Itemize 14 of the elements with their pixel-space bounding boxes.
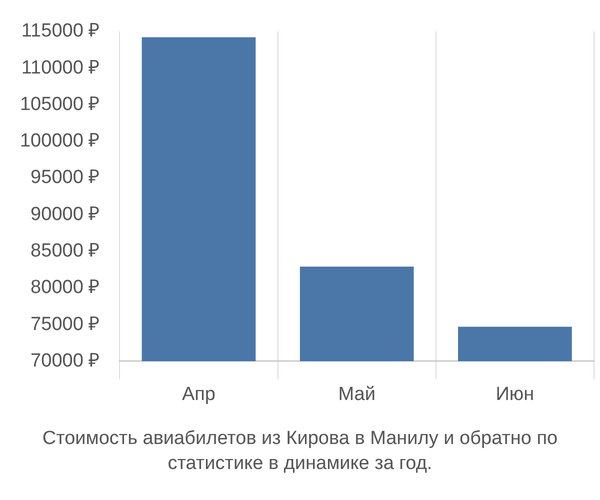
y-tick-label: 105000 ₽ [20, 94, 100, 115]
x-tick-label: Июн [496, 384, 534, 405]
y-tick-label: 70000 ₽ [30, 350, 100, 372]
text: Стоимость авиабилетов из Кирова в Манилу и обратно по статистике в динамике за год. [41, 427, 559, 476]
y-tick-label: 90000 ₽ [30, 204, 100, 225]
y-tick-label: 85000 ₽ [30, 240, 100, 262]
y-tick-label: 115000 ₽ [21, 20, 100, 42]
y-tick-label: 95000 ₽ [30, 167, 100, 188]
y-tick-label: 80000 ₽ [30, 277, 100, 298]
x-tick-label: Май [338, 384, 376, 405]
y-tick-label: 100000 ₽ [20, 130, 100, 152]
y-tick-label: 75000 ₽ [30, 314, 100, 335]
x-tick-label: Апр [182, 384, 216, 405]
y-tick-label: 110000 ₽ [21, 57, 100, 78]
